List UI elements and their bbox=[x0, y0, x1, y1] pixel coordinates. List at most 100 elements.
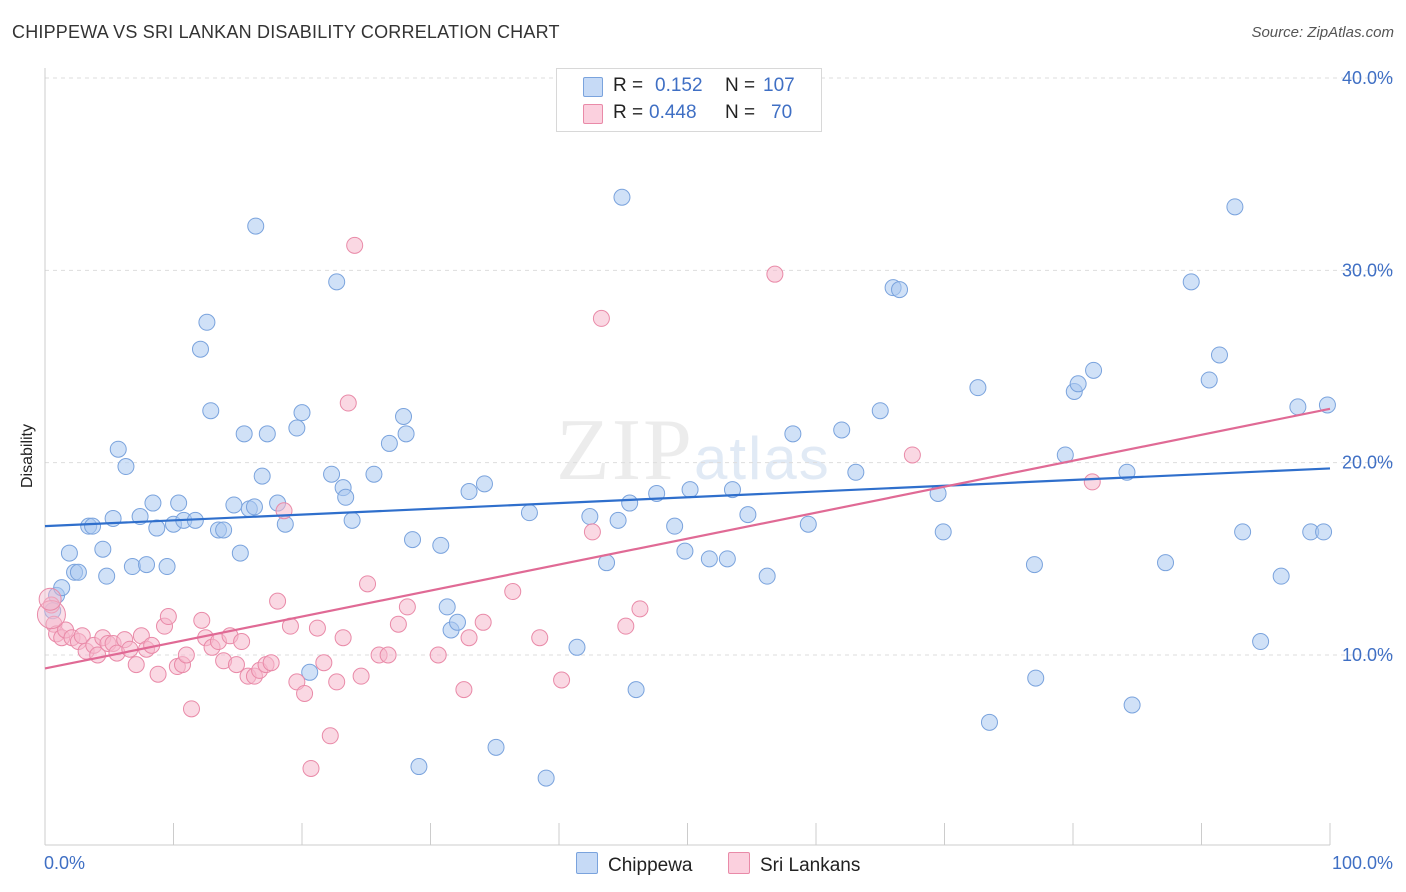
chippewa-point bbox=[1123, 696, 1141, 714]
chippewa-point bbox=[739, 506, 757, 524]
chippewa-point bbox=[131, 508, 149, 526]
chippewa-point bbox=[758, 567, 776, 585]
chippewa-point bbox=[581, 508, 599, 526]
chippewa-point bbox=[337, 488, 355, 506]
axes bbox=[44, 68, 1331, 846]
srilankan-point bbox=[149, 665, 167, 683]
chippewa-point bbox=[138, 556, 156, 574]
srilankan-point bbox=[352, 667, 370, 685]
x-tick-label: 0.0% bbox=[44, 853, 85, 873]
chippewa-point bbox=[191, 340, 209, 358]
srilankan-swatch bbox=[583, 104, 603, 124]
legend-r-value: 0.152 bbox=[655, 75, 703, 96]
chippewa-point bbox=[627, 681, 645, 699]
legend-n-value: 70 bbox=[771, 102, 793, 123]
chippewa-point bbox=[225, 496, 243, 514]
grid-lines bbox=[45, 77, 1395, 656]
chippewa-point bbox=[934, 523, 952, 541]
chippewa-swatch bbox=[583, 77, 603, 97]
srilankan-point bbox=[159, 608, 177, 626]
srilankan-point bbox=[455, 681, 473, 699]
trend-lines bbox=[44, 407, 1331, 670]
chippewa-point bbox=[537, 769, 555, 787]
chippewa-point bbox=[969, 379, 987, 397]
srilankan-point bbox=[504, 583, 522, 601]
chippewa-point bbox=[460, 483, 478, 501]
chippewa-point bbox=[718, 550, 736, 568]
srilankan-point bbox=[631, 600, 649, 618]
chippewa-point bbox=[60, 544, 78, 562]
chippewa-point bbox=[871, 402, 889, 420]
legend-r-label: R = bbox=[613, 102, 644, 123]
chippewa-point bbox=[288, 419, 306, 437]
chippewa-point bbox=[784, 425, 802, 443]
chippewa-point bbox=[170, 494, 188, 512]
chippewa-point bbox=[258, 425, 276, 443]
srilankan-point bbox=[592, 309, 610, 327]
srilankan-point bbox=[315, 654, 333, 672]
chippewa-point bbox=[198, 313, 216, 331]
chippewa-point bbox=[487, 738, 505, 756]
srilankan-point bbox=[359, 575, 377, 593]
chippewa-point bbox=[328, 273, 346, 291]
chippewa-point bbox=[448, 613, 466, 631]
chippewa-point bbox=[158, 558, 176, 576]
chippewa-point bbox=[799, 515, 817, 533]
chippewa-point bbox=[1318, 396, 1336, 414]
chippewa-point bbox=[1315, 523, 1333, 541]
chippewa-point bbox=[109, 440, 127, 458]
chippewa-point bbox=[123, 558, 141, 576]
srilankan-point bbox=[766, 265, 784, 283]
srilankan-points bbox=[36, 236, 1101, 777]
chippewa-point bbox=[404, 531, 422, 549]
legend-n-value: 107 bbox=[763, 75, 795, 96]
srilankan-point bbox=[429, 646, 447, 664]
srilankan-point bbox=[328, 673, 346, 691]
srilankan-point bbox=[398, 598, 416, 616]
chippewa-point bbox=[1025, 556, 1043, 574]
correlation-legend: R = 0.152 N = 107 R = 0.448 N = 70 bbox=[556, 68, 822, 132]
srilankan-point bbox=[553, 671, 571, 689]
chippewa-points bbox=[44, 188, 1336, 787]
chippewa-point bbox=[410, 758, 428, 776]
srilankan-point bbox=[379, 646, 397, 664]
chippewa-point bbox=[847, 463, 865, 481]
srilankan-point bbox=[227, 656, 245, 674]
srilankan-point bbox=[903, 446, 921, 464]
chippewa-point bbox=[1226, 198, 1244, 216]
srilankan-point bbox=[262, 654, 280, 672]
chippewa-point bbox=[84, 517, 102, 535]
chippewa-point bbox=[395, 408, 413, 426]
chippewa-point bbox=[475, 475, 493, 493]
y-tick-label: 10.0% bbox=[1342, 645, 1393, 665]
chippewa-point bbox=[98, 567, 116, 585]
x-tick-label: 100.0% bbox=[1332, 853, 1393, 873]
chippewa-point bbox=[253, 467, 271, 485]
srilankan-legend-label: Sri Lankans bbox=[760, 855, 861, 876]
legend-n-label: N = bbox=[725, 102, 756, 123]
srilankan-point bbox=[269, 592, 287, 610]
srilankan-legend-swatch bbox=[728, 852, 750, 874]
srilankan-trend-line bbox=[44, 407, 1331, 670]
chippewa-point bbox=[1200, 371, 1218, 389]
srilankan-point bbox=[460, 629, 478, 647]
chippewa-point bbox=[432, 536, 450, 554]
chippewa-point bbox=[380, 434, 398, 452]
srilankan-point bbox=[583, 523, 601, 541]
chippewa-point bbox=[245, 498, 263, 516]
chippewa-legend-label: Chippewa bbox=[608, 855, 693, 876]
chart-title: CHIPPEWA VS SRI LANKAN DISABILITY CORREL… bbox=[12, 22, 560, 42]
srilankan-point bbox=[36, 600, 66, 630]
chippewa-point bbox=[397, 425, 415, 443]
chippewa-point bbox=[609, 511, 627, 529]
y-tick-label: 30.0% bbox=[1342, 260, 1393, 280]
watermark-atlas: atlas bbox=[694, 425, 831, 492]
chippewa-point bbox=[1157, 554, 1175, 572]
chippewa-point bbox=[1069, 375, 1087, 393]
chippewa-point bbox=[1027, 669, 1045, 687]
chippewa-point bbox=[323, 465, 341, 483]
chippewa-point bbox=[1234, 523, 1252, 541]
srilankan-point bbox=[127, 656, 145, 674]
chippewa-point bbox=[1085, 361, 1103, 379]
srilankan-point bbox=[308, 619, 326, 637]
